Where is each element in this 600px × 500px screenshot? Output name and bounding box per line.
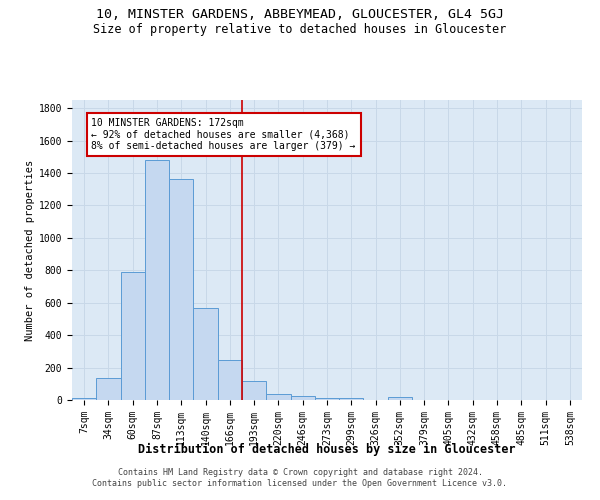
Bar [193,308,218,400]
Bar [121,272,145,400]
Bar [242,382,266,400]
Text: 10, MINSTER GARDENS, ABBEYMEAD, GLOUCESTER, GL4 5GJ: 10, MINSTER GARDENS, ABBEYMEAD, GLOUCEST… [96,8,504,20]
Text: 10 MINSTER GARDENS: 172sqm
← 92% of detached houses are smaller (4,368)
8% of se: 10 MINSTER GARDENS: 172sqm ← 92% of deta… [91,118,356,151]
Bar [96,378,121,400]
Bar [266,394,290,400]
Bar [169,180,193,400]
Bar [72,398,96,400]
Bar [388,397,412,400]
Bar [290,396,315,400]
Bar [145,160,169,400]
Text: Contains HM Land Registry data © Crown copyright and database right 2024.
Contai: Contains HM Land Registry data © Crown c… [92,468,508,487]
Text: Size of property relative to detached houses in Gloucester: Size of property relative to detached ho… [94,22,506,36]
Bar [315,398,339,400]
Bar [218,360,242,400]
Y-axis label: Number of detached properties: Number of detached properties [25,160,35,340]
Text: Distribution of detached houses by size in Gloucester: Distribution of detached houses by size … [138,442,516,456]
Bar [339,398,364,400]
